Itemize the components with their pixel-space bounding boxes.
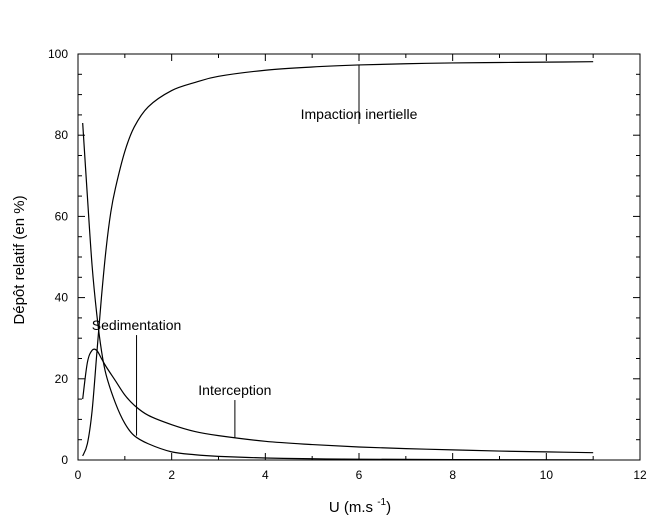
x-axis-title: U (m.s -1) [329, 497, 391, 516]
x-tick-label: 4 [262, 468, 269, 482]
y-tick-label: 0 [61, 453, 68, 467]
x-tick-label: 0 [75, 468, 82, 482]
y-tick-label: 100 [48, 47, 68, 61]
y-tick-label: 60 [55, 209, 69, 223]
x-axis-title-close: ) [386, 499, 391, 516]
x-axis-title-exponent: -1 [377, 497, 386, 508]
series-line-interception [82, 348, 594, 454]
x-tick-label: 6 [356, 468, 363, 482]
y-tick-label: 40 [55, 291, 69, 305]
y-tick-label: 20 [55, 372, 69, 386]
x-tick-label: 8 [449, 468, 456, 482]
x-tick-label: 10 [540, 468, 554, 482]
y-tick-label: 80 [55, 128, 69, 142]
series-line-sedimentation [82, 122, 594, 461]
y-axis-title: Dépôt relatif (en %) [11, 195, 28, 324]
x-tick-label: 12 [633, 468, 647, 482]
series-lines [82, 61, 594, 461]
annotation-sedimentation: Sedimentation [92, 317, 182, 333]
series-line-impaction-inertielle [82, 61, 594, 457]
x-tick-label: 2 [168, 468, 175, 482]
annotation-interception: Interception [198, 382, 271, 398]
x-axis-title-main: U (m.s [329, 499, 377, 516]
annotations: Impaction inertielleSedimentationInterce… [92, 64, 418, 438]
